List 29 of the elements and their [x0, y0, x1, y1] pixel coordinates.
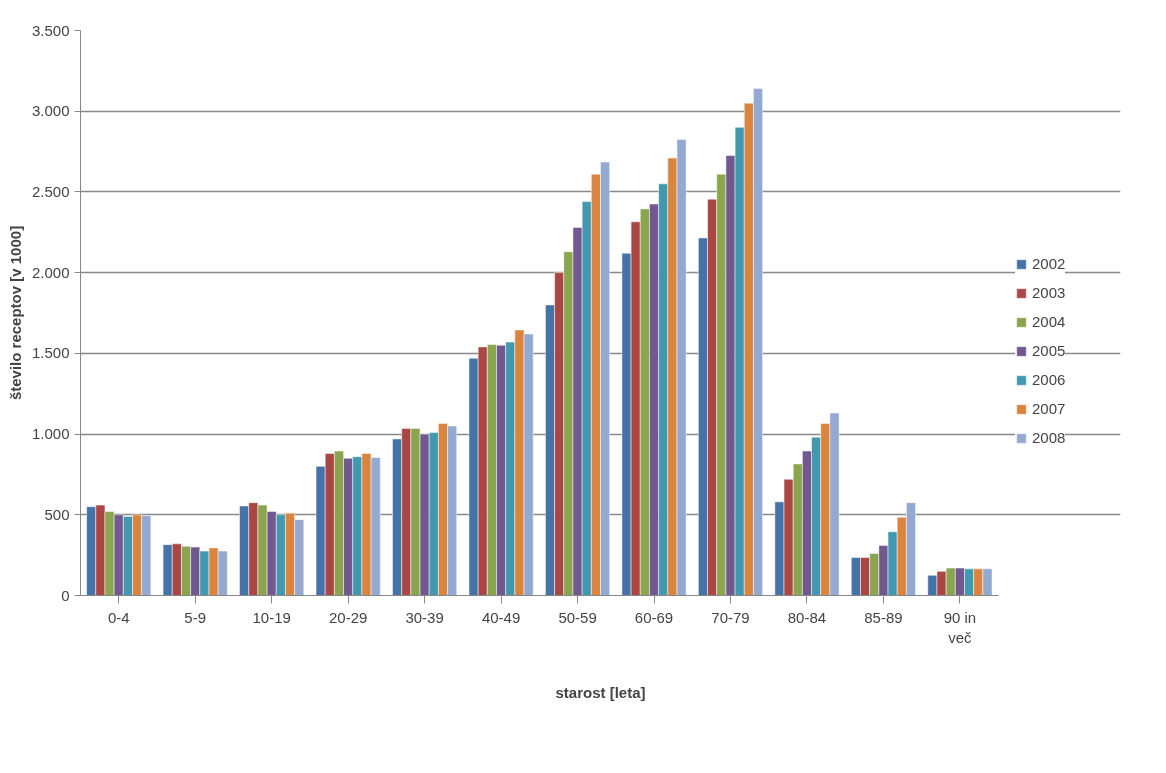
legend-label: 2005 — [1032, 342, 1066, 359]
legend-label: 2003 — [1032, 284, 1066, 301]
y-tick-label: 3.500 — [31, 21, 70, 39]
y-tick-label: 500 — [44, 505, 70, 523]
x-tick-label: 80-84 — [787, 608, 827, 626]
x-tick-label: 30-39 — [405, 608, 444, 626]
x-tick-label: 50-59 — [558, 608, 597, 626]
y-tick-label: 3.000 — [31, 102, 70, 120]
y-tick-label: 1.000 — [31, 425, 70, 443]
x-tick-label: 60-69 — [634, 608, 674, 626]
x-tick-label: 20-29 — [328, 608, 368, 626]
legend-label: 2002 — [1032, 255, 1066, 272]
x-tick-label: 90 in več — [943, 608, 977, 646]
x-tick-label: 10-19 — [252, 608, 291, 626]
legend-label: 2004 — [1032, 313, 1066, 330]
y-tick-label: 2.500 — [31, 182, 70, 200]
legend-label: 2007 — [1032, 400, 1066, 417]
x-tick-label: 85-89 — [864, 608, 903, 626]
y-tick-label: 2.000 — [31, 263, 70, 281]
x-tick-label: 0-4 — [107, 608, 130, 626]
y-axis-title: število receptov [v 1000] — [6, 225, 24, 401]
y-tick-label: 1.500 — [31, 344, 70, 362]
x-tick-label: 40-49 — [481, 608, 521, 626]
legend-label: 2008 — [1032, 429, 1066, 446]
x-tick-label: 70-79 — [711, 608, 750, 626]
legend-label: 2006 — [1032, 371, 1066, 388]
y-tick-label: 0 — [61, 586, 70, 604]
x-axis-title: starost [leta] — [555, 683, 646, 701]
x-tick-label: 5-9 — [184, 608, 207, 626]
